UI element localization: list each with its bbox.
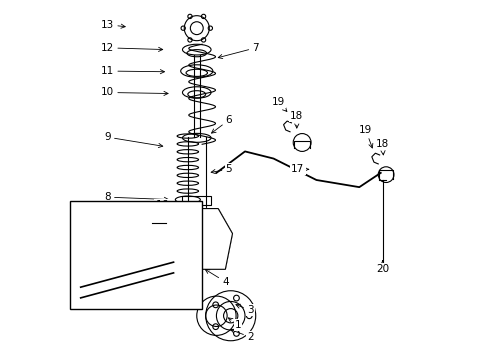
Text: 18: 18 (376, 139, 389, 155)
Text: 6: 6 (212, 115, 232, 133)
Polygon shape (190, 208, 232, 269)
Text: 1: 1 (228, 318, 241, 330)
Text: 7: 7 (218, 43, 259, 59)
Text: 17: 17 (291, 164, 309, 174)
Text: 19: 19 (271, 97, 287, 112)
Bar (70, 202, 202, 309)
Text: 18: 18 (290, 111, 303, 128)
Text: 11: 11 (101, 66, 165, 76)
Text: 15: 15 (162, 225, 178, 237)
Text: 12: 12 (101, 43, 163, 53)
Text: 16: 16 (154, 200, 169, 210)
Text: 2: 2 (231, 329, 254, 342)
Text: 8: 8 (104, 192, 169, 202)
Text: 14: 14 (74, 254, 91, 264)
Text: 4: 4 (205, 270, 229, 287)
Text: 19: 19 (359, 125, 373, 148)
Text: 10: 10 (101, 87, 168, 98)
Text: 16: 16 (84, 296, 98, 307)
Text: 20: 20 (376, 261, 389, 274)
Text: 13: 13 (101, 19, 125, 30)
Text: 5: 5 (211, 164, 232, 174)
Text: 3: 3 (236, 304, 254, 315)
Bar (182, 196, 211, 205)
Text: 9: 9 (104, 132, 163, 148)
